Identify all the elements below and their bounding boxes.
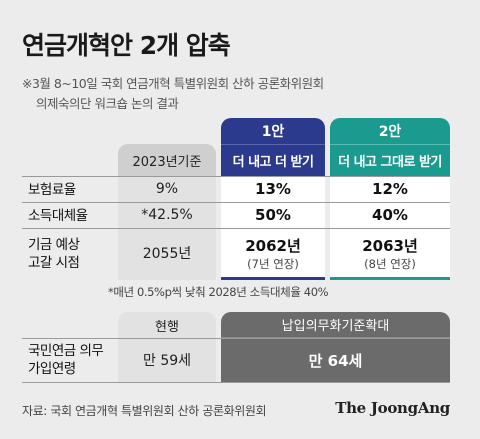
replacement-rate-base: *42.5% (141, 207, 193, 223)
proposal-header: 납입의무화기준확대 (221, 312, 450, 338)
fund-depletion-plan1-year: 2062년 (245, 236, 301, 255)
row-label-enrollment-age: 국민연금 의무 가입연령 (28, 342, 104, 378)
fund-depletion-plan2-extension: (8년 연장) (364, 256, 416, 271)
premium-rate-base: 9% (155, 181, 179, 197)
row-label-fund-depletion-line1: 기금 예상 (28, 237, 80, 253)
fund-depletion-plan2: 2063년 (8년 연장) (330, 228, 450, 278)
survey-note: ※3월 8~10일 국회 연금개혁 특별위원회 산하 공론화위원회 의제숙의단 … (22, 74, 324, 114)
row-divider (22, 382, 450, 383)
row-divider (22, 202, 450, 203)
replacement-rate-plan1: 50% (255, 206, 291, 224)
row-divider (22, 228, 450, 229)
fund-depletion-plan2-year: 2063년 (362, 236, 418, 255)
plan2-header: 2안 (330, 118, 450, 144)
current-age-column (118, 312, 216, 382)
proposal-age-column (221, 312, 450, 382)
current-enrollment-age: 만 59세 (142, 353, 192, 369)
row-label-replacement-rate: 소득대체율 (28, 208, 88, 224)
base-year-header: 2023년기준 (118, 144, 216, 176)
replacement-rate-plan2: 40% (372, 206, 408, 224)
proposal-enrollment-age: 만 64세 (308, 351, 363, 370)
infographic-title: 연금개혁안 2개 압축 (22, 31, 231, 60)
publisher-logo: The JoongAng (335, 399, 450, 417)
current-header: 현행 (155, 319, 179, 335)
source-credit: 자료: 국회 연금개혁 특별위원회 산하 공론화위원회 (22, 404, 267, 418)
fund-depletion-plan1-extension: (7년 연장) (247, 256, 299, 271)
premium-rate-plan1: 13% (255, 180, 291, 198)
row-label-premium-rate: 보험료율 (28, 182, 76, 198)
survey-note-line1: ※3월 8~10일 국회 연금개혁 특별위원회 산하 공론화위원회 (22, 76, 324, 91)
row-divider (22, 338, 450, 339)
plan1-header: 1안 (221, 118, 325, 144)
row-label-fund-depletion-line2: 고갈 시점 (28, 255, 80, 271)
row-label-enrollment-age-line2: 가입연령 (28, 361, 76, 377)
plan2-subtitle: 더 내고 그대로 받기 (330, 144, 450, 176)
row-divider (22, 176, 450, 177)
premium-rate-plan2: 12% (372, 180, 408, 198)
row-label-fund-depletion: 기금 예상 고갈 시점 (28, 236, 80, 272)
survey-note-line2: 의제숙의단 워크숍 논의 결과 (36, 96, 179, 111)
fund-depletion-base: 2055년 (142, 246, 192, 262)
plan1-subtitle: 더 내고 더 받기 (221, 144, 325, 176)
replacement-rate-footnote: *매년 0.5%p씩 낮춰 2028년 소득대체율 40% (108, 285, 329, 299)
row-label-enrollment-age-line1: 국민연금 의무 (28, 343, 104, 359)
fund-depletion-plan1: 2062년 (7년 연장) (221, 228, 325, 278)
